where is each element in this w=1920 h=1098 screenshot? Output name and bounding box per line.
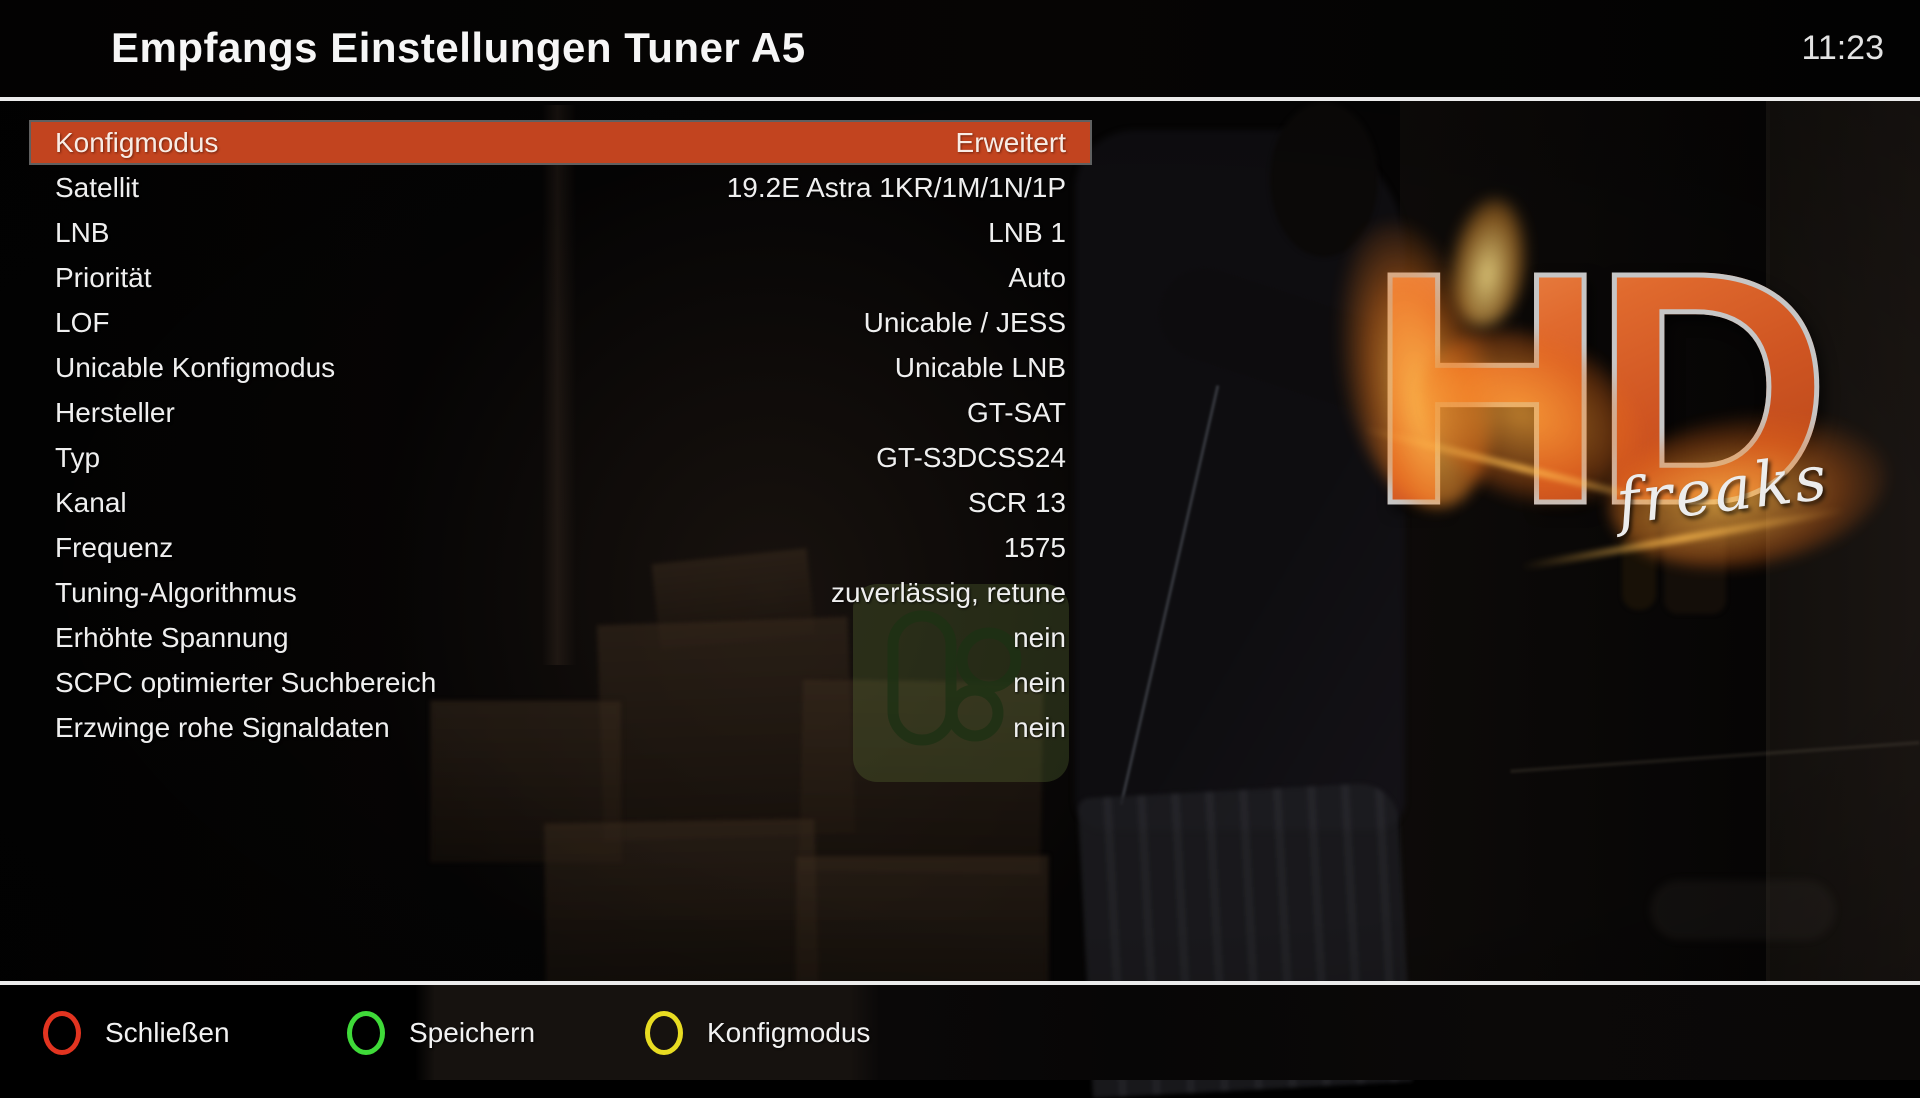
- setting-label: Kanal: [55, 486, 127, 518]
- legend-label-red: Schließen: [105, 1016, 230, 1048]
- legend-label-green: Speichern: [409, 1016, 536, 1048]
- setting-value: Unicable LNB: [894, 351, 1066, 383]
- button-legend: Schließen Speichern Konfigmodus: [0, 985, 1920, 1080]
- setting-label: Tuning-Algorithmus: [55, 576, 297, 608]
- setting-value: GT-SAT: [966, 396, 1066, 428]
- setting-value: Auto: [1008, 261, 1066, 293]
- clock: 11:23: [1801, 29, 1884, 67]
- legend-label-yellow: Konfigmodus: [707, 1016, 871, 1048]
- channel-watermark-logo-icon: [887, 610, 1022, 746]
- setting-label: Satellit: [55, 171, 140, 203]
- legend-yellow-button[interactable]: Konfigmodus: [645, 985, 870, 1080]
- setting-row-konfigmodus[interactable]: Konfigmodus Erweitert: [29, 120, 1092, 165]
- settings-list: Konfigmodus Erweitert Satellit 19.2E Astra …: [29, 120, 1092, 750]
- setting-value: nein: [1013, 711, 1066, 743]
- green-button-icon: [347, 1010, 385, 1055]
- setting-row-erhoehte-spannung[interactable]: Erhöhte Spannung nein: [29, 615, 1092, 660]
- page-title: Empfangs Einstellungen Tuner A5: [111, 24, 806, 71]
- setting-value: SCR 13: [967, 486, 1066, 518]
- setting-row-lof[interactable]: LOF Unicable / JESS: [29, 300, 1092, 345]
- setting-value: nein: [1013, 621, 1066, 653]
- legend-red-button[interactable]: Schließen: [43, 985, 230, 1080]
- setting-row-erzwinge-rohe-signaldaten[interactable]: Erzwinge rohe Signaldaten nein: [29, 705, 1092, 750]
- setting-label: Typ: [55, 441, 101, 473]
- yellow-button-icon: [645, 1010, 683, 1055]
- setting-value: nein: [1013, 666, 1066, 698]
- setting-label: Frequenz: [55, 531, 174, 563]
- setting-value: 1575: [1003, 531, 1066, 563]
- setting-row-prioritaet[interactable]: Priorität Auto: [29, 255, 1092, 300]
- header-bar: [0, 0, 1920, 97]
- setting-row-satellit[interactable]: Satellit 19.2E Astra 1KR/1M/1N/1P: [29, 165, 1092, 210]
- setting-label: LOF: [55, 306, 110, 338]
- setting-value: GT-S3DCSS24: [876, 441, 1066, 473]
- setting-value: zuverlässig, retune: [830, 576, 1066, 608]
- setting-label: Erhöhte Spannung: [55, 621, 289, 653]
- setting-row-hersteller[interactable]: Hersteller GT-SAT: [29, 390, 1092, 435]
- setting-row-lnb[interactable]: LNB LNB 1: [29, 210, 1092, 255]
- setting-value: LNB 1: [988, 216, 1066, 248]
- setting-row-typ[interactable]: Typ GT-S3DCSS24: [29, 435, 1092, 480]
- setting-row-frequenz[interactable]: Frequenz 1575: [29, 525, 1092, 570]
- footer-divider: [0, 981, 1920, 985]
- setting-label: Konfigmodus: [55, 126, 219, 158]
- setting-value: 19.2E Astra 1KR/1M/1N/1P: [726, 171, 1066, 203]
- setting-label: Unicable Konfigmodus: [55, 351, 336, 383]
- background-door-frame: [542, 105, 576, 665]
- channel-watermark: [853, 584, 1069, 782]
- background-sink: [1650, 880, 1835, 940]
- setting-label: LNB: [55, 216, 110, 248]
- legend-green-button[interactable]: Speichern: [347, 985, 535, 1080]
- setting-label: Hersteller: [55, 396, 175, 428]
- setting-row-kanal[interactable]: Kanal SCR 13: [29, 480, 1092, 525]
- setting-row-scpc-optimierter-suchbereich[interactable]: SCPC optimierter Suchbereich nein: [29, 660, 1092, 705]
- red-button-icon: [43, 1010, 81, 1055]
- setting-value: Unicable / JESS: [863, 306, 1066, 338]
- setting-value: Erweitert: [955, 126, 1066, 158]
- setting-label: Erzwinge rohe Signaldaten: [55, 711, 390, 743]
- setting-row-unicable-konfigmodus[interactable]: Unicable Konfigmodus Unicable LNB: [29, 345, 1092, 390]
- setting-label: SCPC optimierter Suchbereich: [55, 666, 437, 698]
- background-left-shadow: [0, 97, 430, 985]
- header-divider: [0, 97, 1920, 101]
- setting-row-tuning-algorithmus[interactable]: Tuning-Algorithmus zuverlässig, retune: [29, 570, 1092, 615]
- setting-label: Priorität: [55, 261, 152, 293]
- hd-freaks-logo: HD freaks: [1311, 192, 1899, 586]
